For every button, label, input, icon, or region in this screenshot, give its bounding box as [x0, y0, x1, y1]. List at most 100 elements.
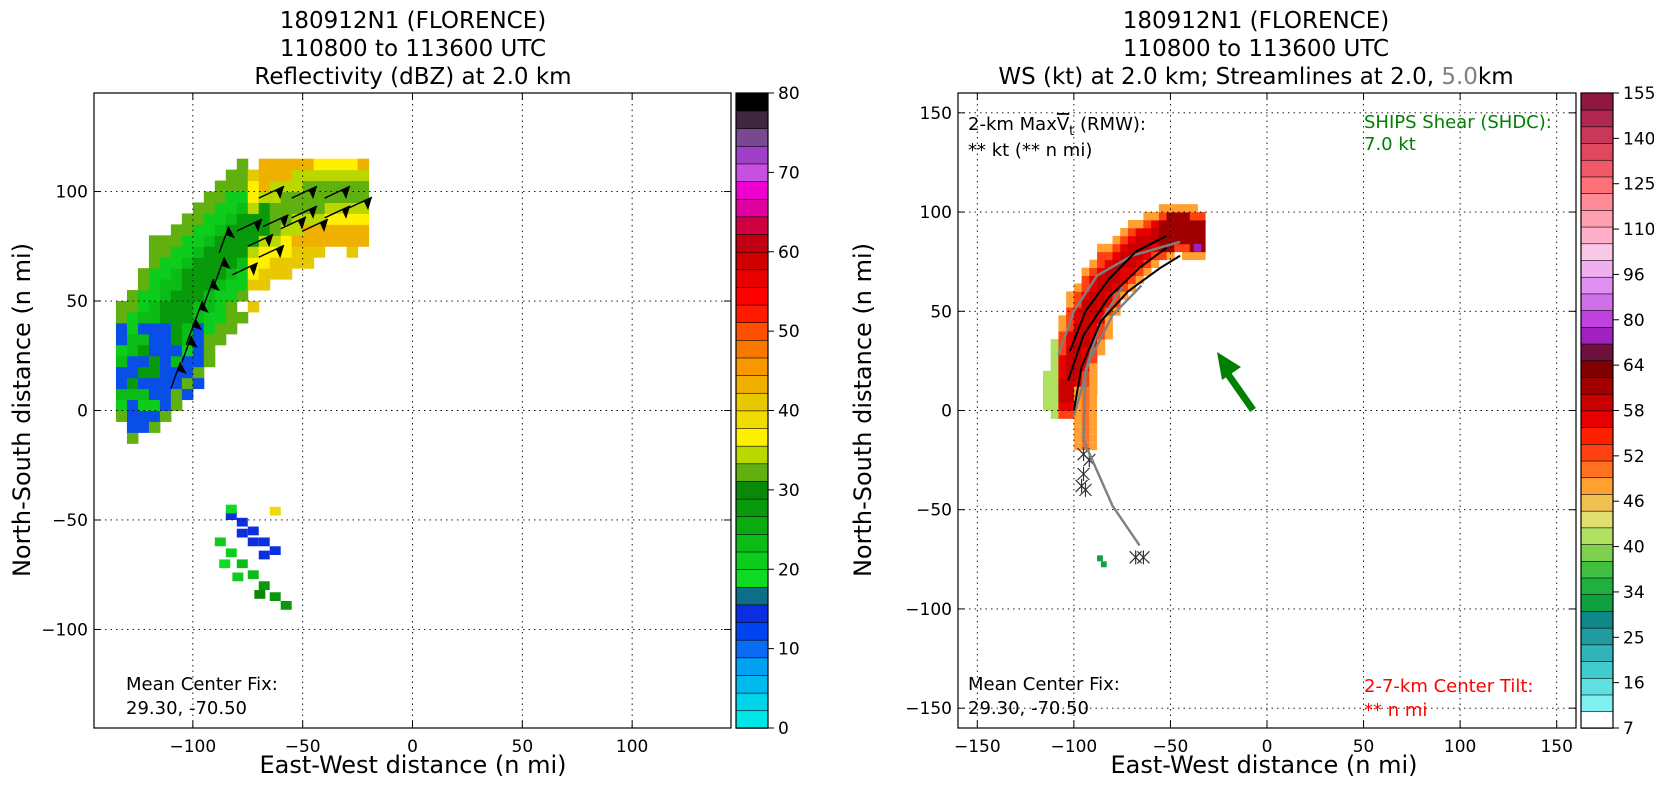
reflectivity-cell [236, 246, 249, 258]
windspeed-cell [1135, 251, 1144, 261]
reflectivity-cell [170, 224, 183, 236]
shear-label: SHIPS Shear (SHDC): [1364, 112, 1552, 133]
wind-barb-shaft [214, 256, 226, 284]
reflectivity-cell [137, 311, 150, 324]
reflectivity-cell [236, 191, 249, 203]
wind-barb-shaft [181, 335, 193, 363]
reflectivity-cell [346, 180, 359, 193]
windspeed-cell [1120, 235, 1129, 245]
left-xtick-label: −50 [285, 737, 321, 757]
windspeed-cell [1066, 386, 1075, 396]
right-title-line3-a: WS (kt) at 2.0 km; Streamlines at 2.0, [998, 64, 1434, 90]
reflectivity-cell [214, 290, 227, 302]
reflectivity-cell [137, 344, 150, 357]
reflectivity-cell [280, 191, 293, 203]
windspeed-cell [1066, 323, 1075, 332]
reflectivity-cell [181, 235, 194, 247]
windspeed-cell [1058, 394, 1067, 403]
windspeed-cell [1042, 394, 1052, 403]
windspeed-cell [1097, 259, 1106, 269]
right-colorbar-swatch [1580, 710, 1614, 729]
right-xtick-label: −50 [1152, 737, 1188, 757]
reflectivity-cell [137, 410, 150, 422]
reflectivity-cell [258, 279, 271, 291]
reflectivity-cell [324, 202, 337, 214]
reflectivity-cell [214, 333, 227, 346]
windspeed-cell [1089, 370, 1098, 380]
reflectivity-cell [280, 169, 293, 182]
windspeed-cell [1182, 227, 1191, 237]
right-colorbar-swatch [1580, 293, 1614, 311]
reflectivity-cell [181, 290, 194, 302]
windspeed-cell [1073, 418, 1082, 427]
windspeed-cell [1089, 418, 1098, 427]
reflectivity-cell [115, 399, 128, 411]
reflectivity-cell [159, 377, 172, 390]
right-colorbar-swatch [1580, 326, 1614, 345]
reflectivity-cell [247, 526, 259, 536]
left-colorbar-swatch [735, 533, 769, 553]
right-title-line3: WS (kt) at 2.0 km; Streamlines at 2.0, 5… [998, 64, 1513, 90]
right-colorbar-swatch [1580, 159, 1614, 178]
left-colorbar-label: 0 [778, 719, 789, 739]
windspeed-cell [1081, 434, 1090, 443]
shear-arrow [1217, 352, 1256, 413]
shear-value: 7.0 kt [1364, 134, 1416, 155]
reflectivity-cell [192, 202, 205, 214]
left-grid [94, 93, 731, 728]
left-colorbar-swatch [735, 145, 769, 165]
windspeed-cell [1089, 402, 1098, 411]
streamline-2km [1069, 234, 1168, 352]
reflectivity-cell [280, 180, 293, 193]
windspeed-cell [1073, 426, 1082, 435]
windspeed-cell [1182, 212, 1191, 221]
reflectivity-cell [148, 257, 161, 269]
right-colorbar-label: 34 [1623, 583, 1645, 603]
reflectivity-cell [225, 246, 238, 258]
reflectivity-cell [225, 290, 238, 302]
windspeed-cell [1104, 251, 1113, 261]
reflectivity-cell [170, 290, 183, 302]
right-streamlines [1057, 234, 1181, 547]
reflectivity-cell [280, 246, 293, 258]
reflectivity-cell [148, 290, 161, 302]
windspeed-cell [1097, 299, 1106, 308]
windspeed-cell [1120, 251, 1129, 261]
reflectivity-cell [225, 311, 238, 324]
right-colorbar-swatch [1580, 660, 1614, 679]
right-colorbar-swatch [1580, 677, 1614, 696]
reflectivity-cell [192, 257, 205, 269]
reflectivity-cell [232, 572, 244, 582]
reflectivity-cell [258, 246, 271, 258]
reflectivity-cell [324, 180, 337, 193]
reflectivity-cell [148, 421, 161, 433]
reflectivity-cell [192, 235, 205, 247]
windspeed-cell [1097, 291, 1106, 300]
reflectivity-cell [126, 421, 139, 433]
reflectivity-cell [115, 311, 128, 324]
left-colorbar-swatch [735, 604, 769, 623]
reflectivity-cell [115, 344, 128, 357]
windspeed-cell [1104, 283, 1113, 292]
reflectivity-cell [159, 235, 172, 247]
windspeed-cell [1112, 275, 1121, 284]
reflectivity-cell [137, 377, 150, 390]
streamline-2km [1072, 254, 1181, 411]
reflectivity-cell [346, 169, 359, 182]
windspeed-cell [1166, 220, 1175, 229]
right-colorbar-label: 80 [1623, 311, 1645, 331]
windspeed-cell [1104, 315, 1113, 324]
reflectivity-cell [214, 191, 227, 203]
windspeed-cell [1166, 204, 1175, 213]
reflectivity-cell [302, 180, 315, 193]
windspeed-cell [1112, 235, 1121, 245]
left-colorbar-swatch [735, 516, 769, 535]
windspeed-cell [1143, 212, 1152, 221]
windspeed-cell [1089, 386, 1098, 395]
reflectivity-cell [203, 268, 216, 280]
reflectivity-cell [219, 559, 231, 569]
right-colorbar-swatch [1580, 477, 1614, 495]
reflectivity-cell [269, 592, 281, 601]
maxvt-value: ** kt (** n mi) [968, 140, 1092, 161]
reflectivity-cell [258, 581, 270, 591]
